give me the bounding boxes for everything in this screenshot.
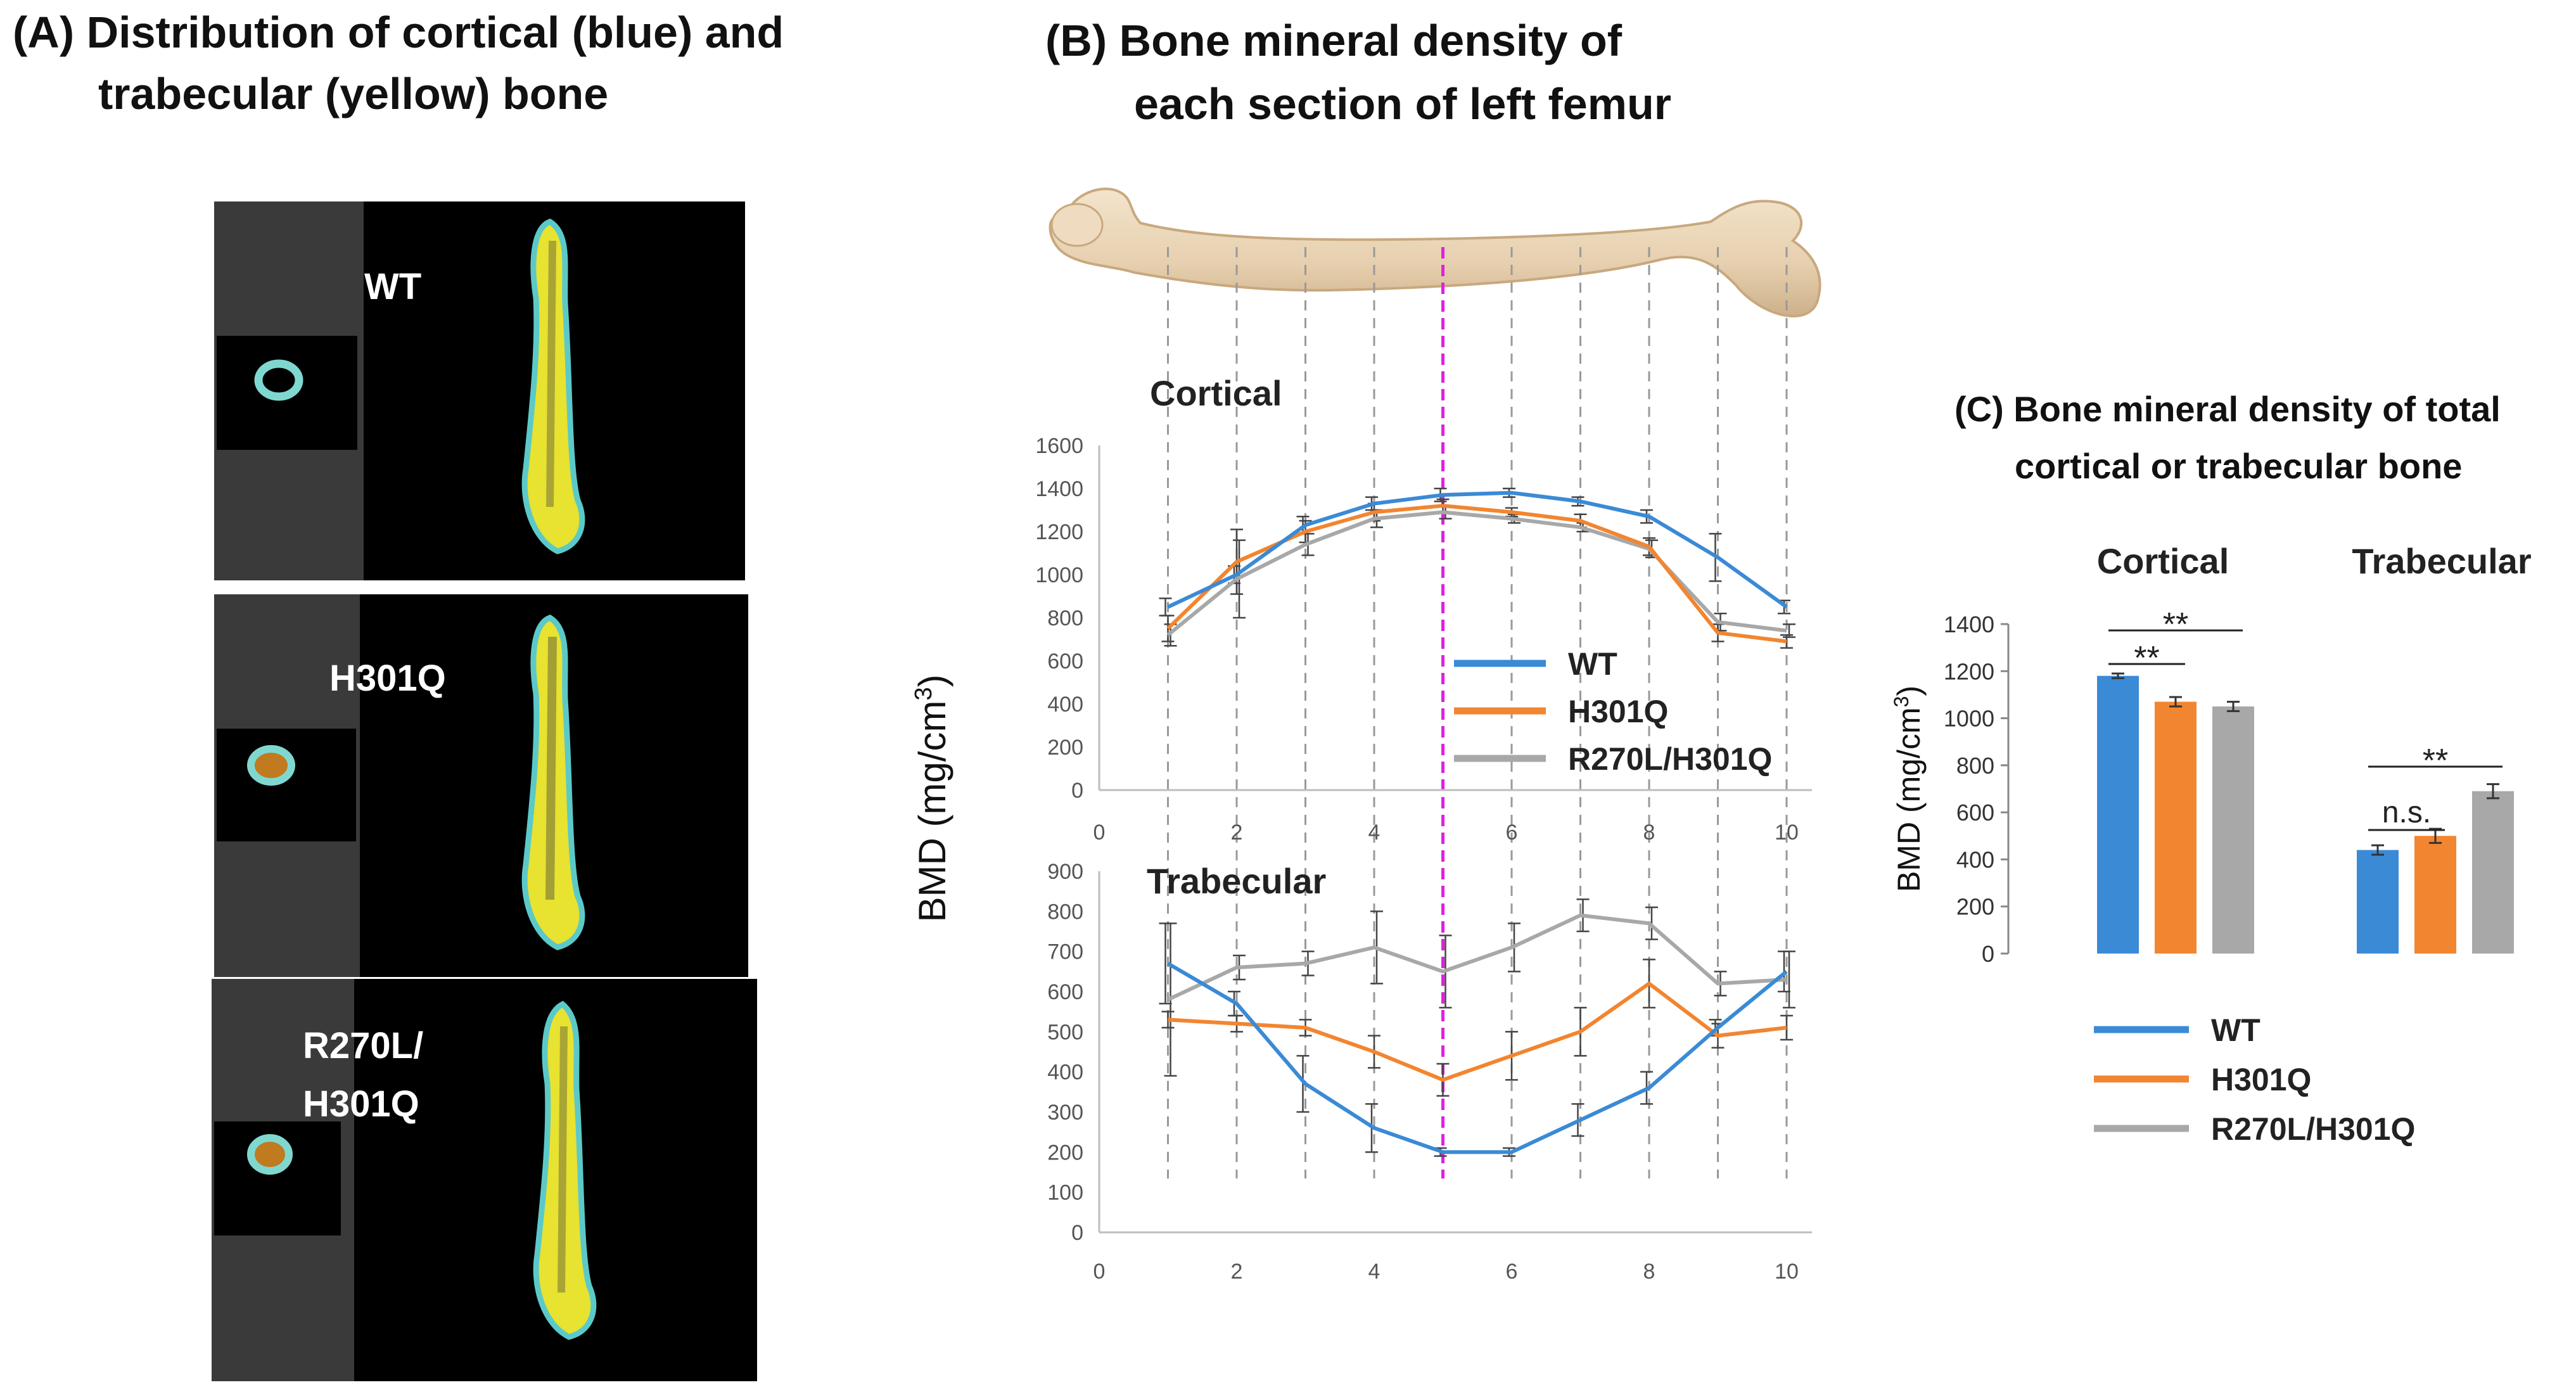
chart-bars: 0 200 400 600 800 1000 1200 1400 Cortical Trabecu… xyxy=(1944,541,2532,967)
panel-b-title-line1: (B) Bone mineral density of xyxy=(1045,16,1623,65)
trabecular-y-tick-label: 200 xyxy=(1047,1140,1083,1165)
trabecular-x-tick-label: 2 xyxy=(1231,1260,1243,1284)
cortical-y-tick-label: 600 xyxy=(1047,649,1083,674)
legend-label: R270L/H301Q xyxy=(1568,741,1772,777)
trabecular-x-tick-label: 0 xyxy=(1094,1260,1106,1284)
legend-label: R270L/H301Q xyxy=(2211,1111,2415,1147)
trabecular-x-tick-label: 6 xyxy=(1506,1260,1518,1284)
trabecular-y-tick-label: 900 xyxy=(1047,860,1083,884)
cortical-x-tick-label: 10 xyxy=(1775,821,1799,845)
trabecular-x-tick-label: 8 xyxy=(1643,1260,1655,1284)
bar-r270l-h301q xyxy=(2212,706,2254,954)
bar-wt xyxy=(2097,675,2139,954)
ct-image-wt xyxy=(214,201,745,580)
legend-label: H301Q xyxy=(1568,694,1668,729)
trabecular-series-line-wt xyxy=(1166,962,1788,1154)
cortical-y-tick-label: 400 xyxy=(1047,693,1083,717)
cortical-series-line-r270l-h301q xyxy=(1166,510,1787,637)
label-r270l: R270L/ xyxy=(303,1025,423,1066)
trabecular-y-tick-label: 500 xyxy=(1047,1020,1083,1044)
bar-y-tick-label: 600 xyxy=(1956,800,1994,826)
significance-label: ** xyxy=(2163,606,2188,643)
cortical-y-tick-label: 1400 xyxy=(1035,477,1083,501)
bar-y-tick-label: 1000 xyxy=(1944,706,1994,732)
trabecular-y-tick-label: 100 xyxy=(1047,1181,1083,1205)
significance-label: n.s. xyxy=(2382,796,2431,829)
trabecular-x-tick-label: 10 xyxy=(1775,1260,1799,1284)
bar-y-tick-label: 400 xyxy=(1956,846,1994,872)
category-label: Trabecular xyxy=(2352,541,2531,581)
cortical-series-line-h301q xyxy=(1166,504,1787,644)
legend-label: WT xyxy=(2211,1012,2260,1048)
trabecular-x-tick-label: 4 xyxy=(1368,1260,1380,1284)
femur-illustration xyxy=(1049,188,1821,317)
panel-b: (B) Bone mineral density of each section… xyxy=(910,16,1821,1284)
significance-label: ** xyxy=(2134,640,2159,677)
label-h301q-2: H301Q xyxy=(303,1083,419,1125)
trabecular-y-tick-label: 800 xyxy=(1047,900,1083,924)
cortical-title: Cortical xyxy=(1150,373,1282,413)
label-wt: WT xyxy=(364,266,421,307)
significance-label: ** xyxy=(2423,743,2448,779)
ct-image-r270l-h301q xyxy=(212,979,757,1381)
panel-c-title-line1: (C) Bone mineral density of total xyxy=(1954,389,2501,429)
cortical-x-tick-label: 6 xyxy=(1506,821,1518,845)
panel-a-title-line1: (A) Distribution of cortical (blue) and xyxy=(13,8,784,57)
chart-cortical: Cortical 0 200 400 600 800 1000 1200 1400 1600 0 2… xyxy=(1035,373,1812,845)
legend-panel-c: WT H301Q R270L/H301Q xyxy=(2094,1012,2415,1147)
bar-h301q xyxy=(2414,836,2456,954)
cortical-y-tick-label: 1600 xyxy=(1035,434,1083,458)
bar-h301q xyxy=(2155,701,2197,954)
legend-panel-b: WT H301Q R270L/H301Q xyxy=(1454,646,1772,777)
cross-section-h301q xyxy=(247,745,295,786)
cortical-x-tick-label: 4 xyxy=(1368,821,1380,845)
legend-label: H301Q xyxy=(2211,1062,2311,1097)
category-label: Cortical xyxy=(2097,541,2229,581)
trabecular-title: Trabecular xyxy=(1147,861,1326,901)
panel-a: (A) Distribution of cortical (blue) and … xyxy=(13,8,784,1381)
panel-c-title-line2: cortical or trabecular bone xyxy=(2015,446,2462,486)
bar-wt xyxy=(2357,850,2399,954)
panel-c: (C) Bone mineral density of total cortic… xyxy=(1890,389,2532,1147)
trabecular-y-tick-label: 600 xyxy=(1047,980,1083,1004)
cortical-x-tick-label: 8 xyxy=(1643,821,1655,845)
cortical-y-tick-label: 1000 xyxy=(1035,563,1083,587)
label-h301q: H301Q xyxy=(329,658,446,699)
legend-label: WT xyxy=(1568,646,1617,682)
bar-y-tick-label: 800 xyxy=(1956,753,1994,779)
trabecular-series-line-r270l-h301q xyxy=(1167,913,1787,1002)
trabecular-series-line-h301q xyxy=(1168,981,1787,1082)
panel-a-title-line2: trabecular (yellow) bone xyxy=(98,69,608,118)
cortical-y-tick-label: 1200 xyxy=(1035,520,1083,544)
panel-b-title-line2: each section of left femur xyxy=(1134,79,1671,129)
bar-y-tick-label: 1400 xyxy=(1944,611,1994,637)
ct-image-h301q xyxy=(214,594,748,977)
bar-y-tick-label: 0 xyxy=(1982,941,1994,967)
chart-trabecular: Trabecular 0 100 200 300 400 500 600 700 800 900 0… xyxy=(1047,860,1812,1284)
cortical-y-tick-label: 800 xyxy=(1047,606,1083,630)
panel-b-y-label: BMD (mg/cm3) xyxy=(910,674,953,922)
cortical-x-tick-label: 0 xyxy=(1094,821,1106,845)
panel-c-y-label: BMD (mg/cm3) xyxy=(1890,686,1927,892)
trabecular-y-tick-label: 0 xyxy=(1071,1221,1083,1245)
trabecular-y-tick-label: 300 xyxy=(1047,1101,1083,1125)
cortical-x-tick-label: 2 xyxy=(1231,821,1243,845)
section-guide-lines xyxy=(1167,247,1788,1178)
bar-y-tick-label: 200 xyxy=(1956,894,1994,920)
cross-section-wt xyxy=(254,359,303,401)
bar-r270l-h301q xyxy=(2472,791,2514,954)
bar-y-tick-label: 1200 xyxy=(1944,658,1994,684)
cross-section-r270l-h301q xyxy=(247,1134,293,1175)
cortical-y-tick-label: 200 xyxy=(1047,736,1083,760)
trabecular-y-tick-label: 700 xyxy=(1047,940,1083,964)
cortical-y-tick-label: 0 xyxy=(1071,779,1083,803)
cortical-series-line-wt xyxy=(1167,490,1788,609)
trabecular-y-tick-label: 400 xyxy=(1047,1061,1083,1085)
